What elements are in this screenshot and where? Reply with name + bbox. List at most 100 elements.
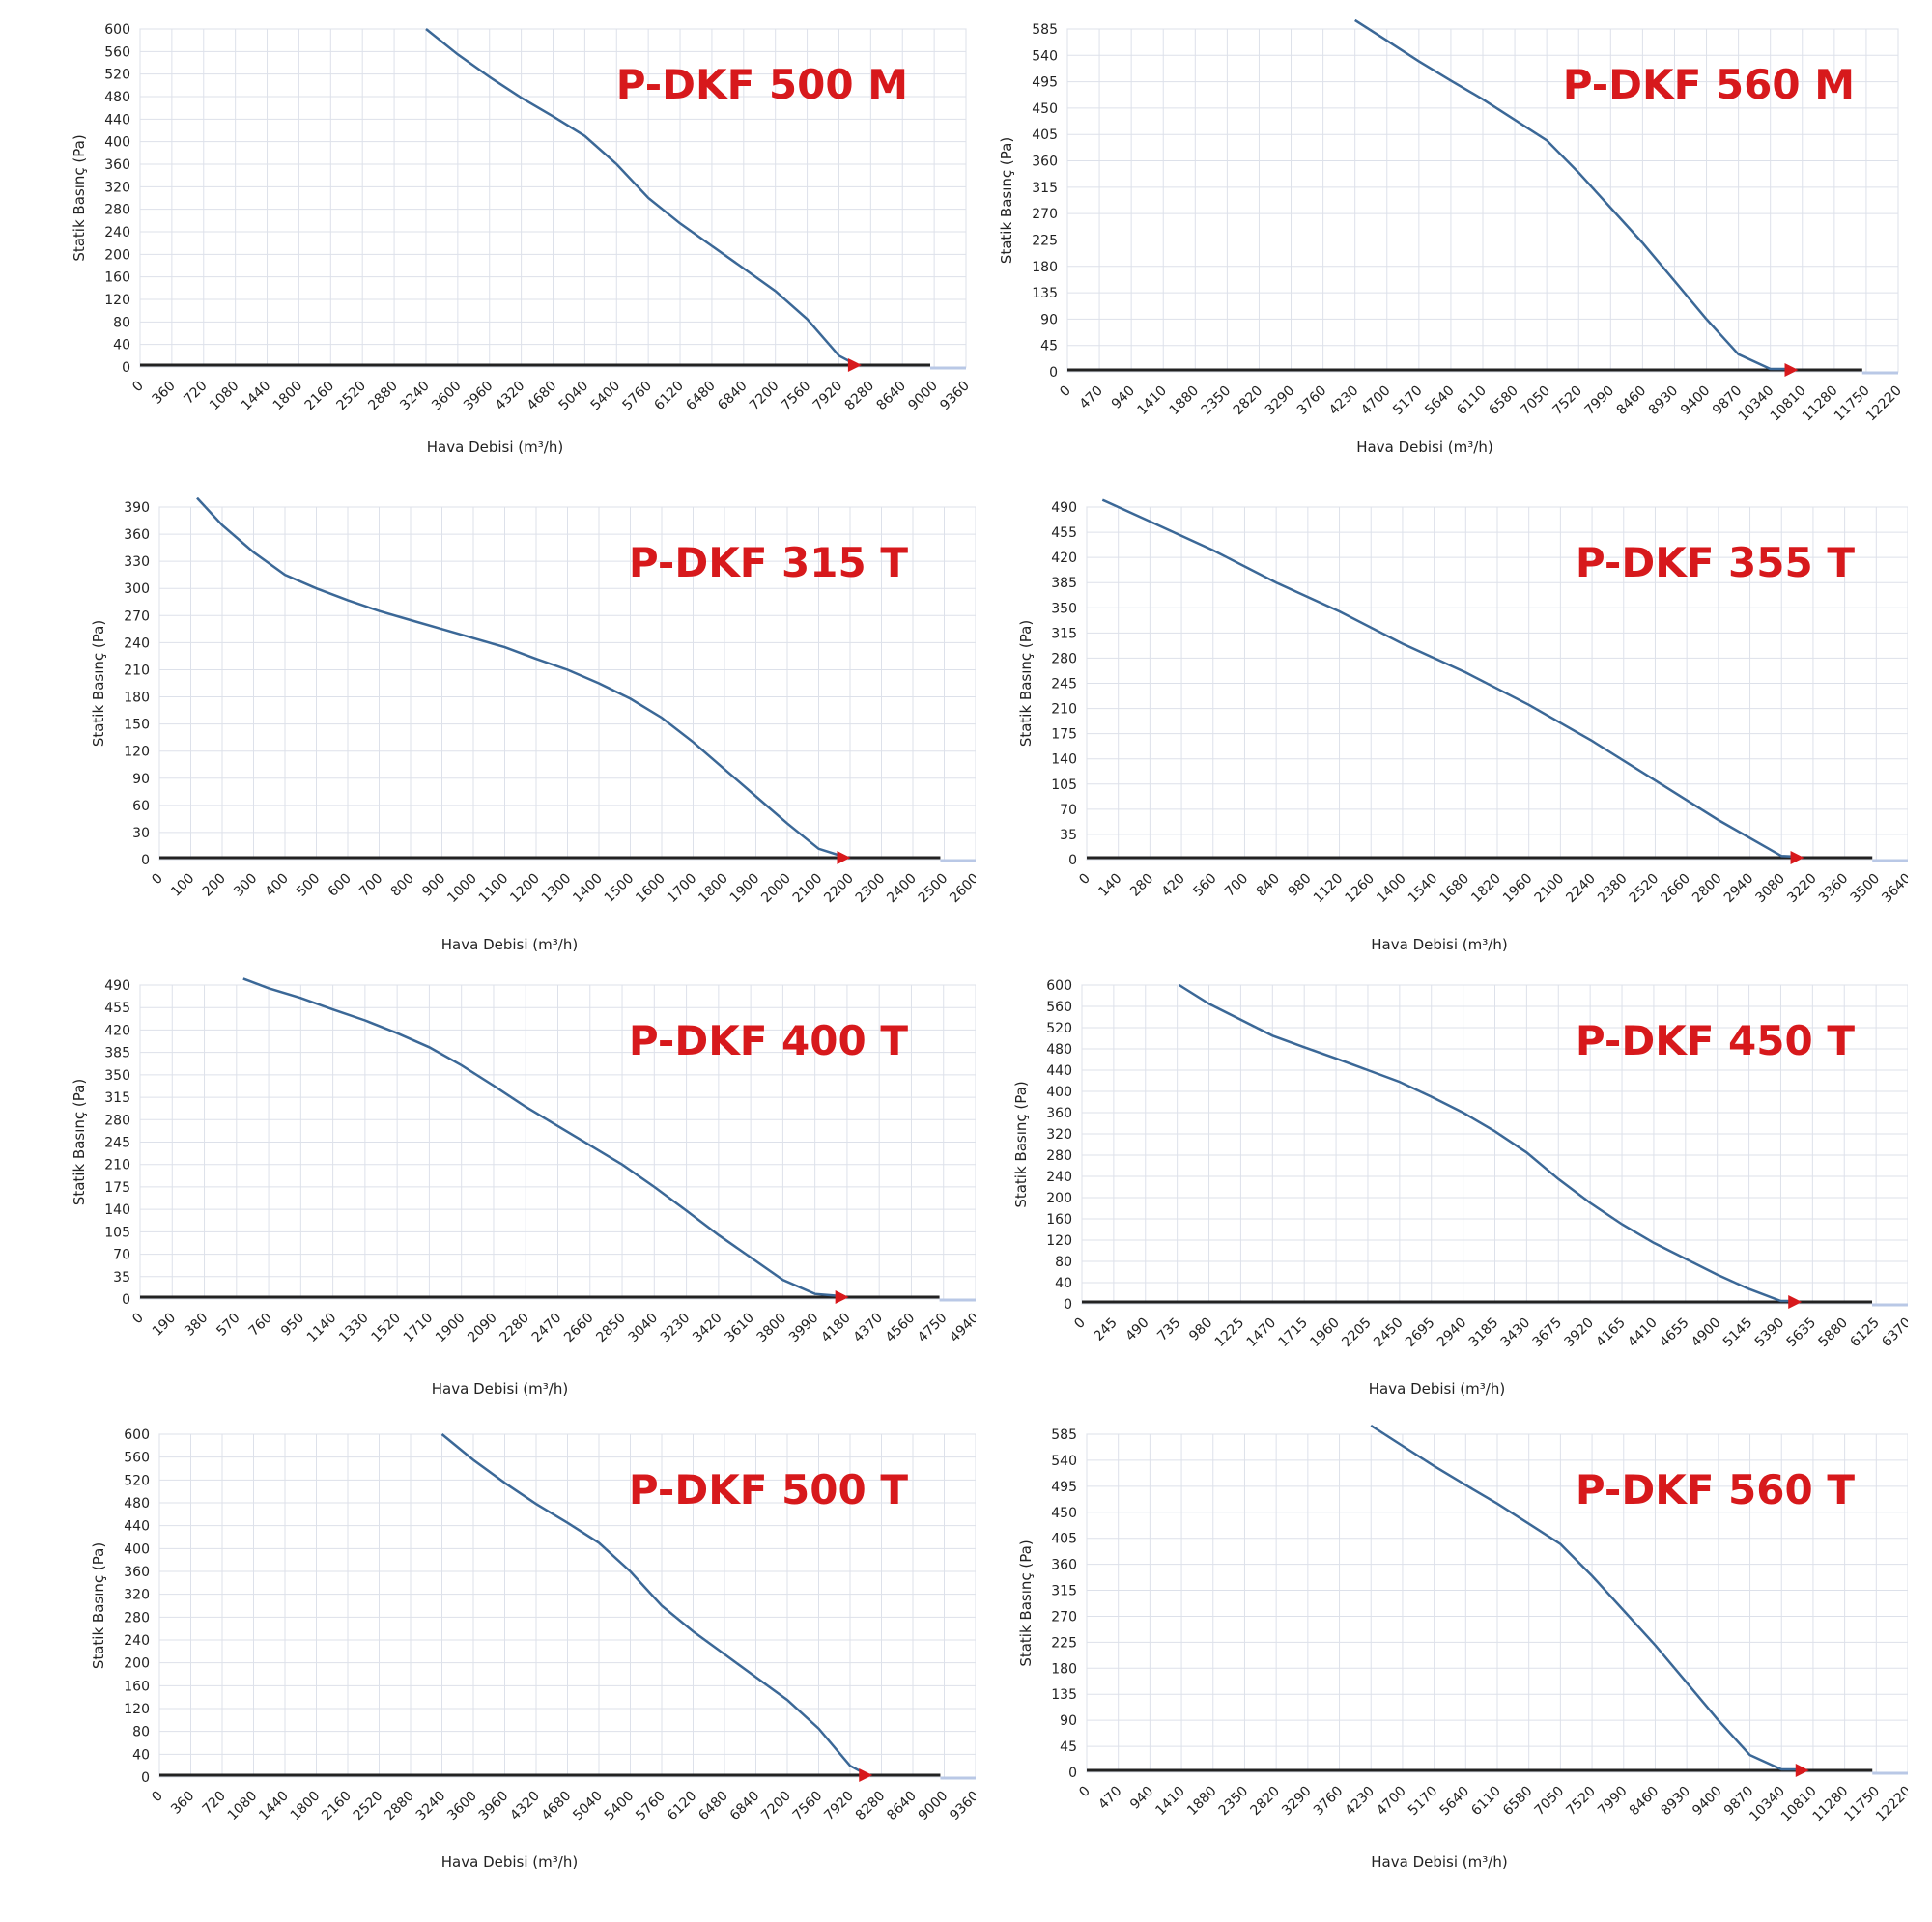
y-tick-label: 140 — [1051, 752, 1077, 768]
fan-curve-chart: 0 470 940141018802350282032903760423047005… — [1017, 1425, 1908, 1871]
x-tick-label: 4700 — [1374, 1784, 1409, 1820]
y-tick-label: 40 — [132, 1747, 150, 1763]
x-tick-label: 1715 — [1276, 1315, 1312, 1351]
y-tick-label: 160 — [1046, 1212, 1072, 1228]
y-tick-label: 480 — [124, 1496, 150, 1512]
x-tick-label: 700 — [356, 871, 385, 900]
fan-curve-chart: 0 245 490 735 980122514701715196022052450269… — [1012, 978, 1908, 1398]
y-tick-label: 540 — [1032, 48, 1058, 64]
x-tick-label: 0 — [149, 871, 166, 889]
y-tick-label: 135 — [1032, 286, 1058, 301]
y-tick-label: 0 — [122, 1292, 130, 1308]
x-tick-label: 140 — [1095, 871, 1124, 900]
x-tick-label: 8460 — [1614, 383, 1650, 419]
y-tick-label: 240 — [124, 1633, 150, 1649]
x-tick-label: 4750 — [915, 1311, 951, 1346]
y-tick-label: 180 — [124, 691, 150, 706]
y-tick-label: 35 — [1060, 828, 1077, 843]
y-tick-label: 560 — [1046, 1000, 1072, 1015]
x-tick-label: 12220 — [1873, 1784, 1908, 1825]
operating-point-marker — [847, 358, 862, 372]
operating-point-marker — [1788, 1295, 1803, 1309]
x-tick-label: 3760 — [1311, 1784, 1347, 1820]
x-tick-label: 100 — [168, 871, 197, 900]
y-tick-label: 385 — [1051, 576, 1077, 591]
y-tick-label: 440 — [124, 1519, 150, 1535]
x-tick-label: 11280 — [1800, 383, 1841, 425]
x-tick-label: 7200 — [747, 379, 782, 414]
operating-point-marker — [837, 851, 851, 864]
y-tick-label: 320 — [124, 1588, 150, 1603]
x-tick-label: 2350 — [1216, 1784, 1252, 1820]
x-tick-label: 4370 — [851, 1311, 887, 1346]
x-tick-label: 2695 — [1403, 1315, 1438, 1351]
y-axis-title: Statik Basınç (Pa) — [71, 134, 88, 261]
x-tick-label: 1700 — [665, 871, 700, 907]
x-tick-label: 5040 — [556, 379, 592, 414]
x-tick-label: 3640 — [1879, 871, 1908, 907]
y-tick-label: 160 — [104, 270, 130, 286]
fan-curve-chart: 0 190 380 570 760 950114013301520171019002090… — [71, 977, 976, 1398]
x-tick-label: 3420 — [690, 1311, 725, 1346]
x-tick-label: 280 — [1127, 871, 1156, 900]
x-tick-label: 6110 — [1468, 1784, 1504, 1820]
x-tick-label: 5145 — [1720, 1315, 1756, 1351]
x-tick-label: 5760 — [633, 1789, 668, 1824]
y-tick-label: 480 — [104, 90, 130, 105]
y-tick-label: 90 — [1060, 1713, 1077, 1729]
x-tick-label: 5640 — [1422, 383, 1458, 419]
y-tick-label: 0 — [141, 1770, 150, 1786]
y-tick-label: 60 — [132, 799, 150, 814]
y-tick-label: 280 — [124, 1610, 150, 1625]
x-tick-label: 500 — [294, 871, 323, 900]
x-tick-label: 6480 — [683, 379, 719, 414]
y-axis-title: Statik Basınç (Pa) — [1017, 620, 1035, 747]
chart-title: P-DKF 560 M — [1563, 61, 1855, 108]
x-tick-label: 4320 — [493, 379, 528, 414]
x-tick-label: 4700 — [1358, 383, 1394, 419]
y-axis-title: Statik Basınç (Pa) — [90, 1542, 107, 1669]
x-tick-label: 5170 — [1390, 383, 1426, 419]
y-tick-label: 360 — [104, 157, 130, 173]
chart-title: P-DKF 560 T — [1576, 1466, 1855, 1513]
y-tick-label: 175 — [1051, 727, 1077, 743]
x-tick-label: 1900 — [727, 871, 763, 907]
fan-curve-line — [1370, 1425, 1803, 1771]
x-tick-label: 6580 — [1500, 1784, 1536, 1820]
x-tick-label: 10340 — [1736, 383, 1777, 425]
x-tick-label: 600 — [326, 871, 355, 900]
x-tick-label: 490 — [1122, 1315, 1151, 1344]
y-tick-label: 280 — [104, 203, 130, 218]
y-tick-label: 245 — [1051, 677, 1077, 692]
x-tick-label: 1800 — [696, 871, 731, 907]
y-tick-label: 70 — [1060, 803, 1077, 818]
x-tick-label: 470 — [1077, 383, 1106, 412]
x-tick-label: 1440 — [239, 379, 274, 414]
x-tick-label: 2380 — [1595, 871, 1631, 907]
y-tick-label: 80 — [132, 1725, 150, 1740]
x-tick-label: 300 — [231, 871, 260, 900]
x-tick-label: 4165 — [1593, 1315, 1629, 1351]
y-tick-label: 490 — [104, 978, 130, 994]
y-tick-label: 0 — [1068, 1766, 1077, 1781]
x-tick-label: 380 — [182, 1311, 211, 1340]
y-tick-label: 350 — [1051, 601, 1077, 616]
x-tick-label: 2100 — [790, 871, 826, 907]
x-tick-label: 3960 — [461, 379, 497, 414]
x-tick-label: 840 — [1254, 871, 1283, 900]
x-tick-label: 2660 — [561, 1311, 597, 1346]
x-tick-label: 560 — [1190, 871, 1219, 900]
y-tick-label: 360 — [124, 1565, 150, 1580]
x-tick-label: 700 — [1222, 871, 1251, 900]
x-tick-label: 4180 — [818, 1311, 854, 1346]
x-tick-label: 2300 — [853, 871, 889, 907]
x-axis-title: Hava Debisi (m³/h) — [1356, 438, 1492, 456]
x-tick-label: 800 — [388, 871, 417, 900]
x-tick-label: 2820 — [1247, 1784, 1283, 1820]
y-tick-label: 450 — [1032, 101, 1058, 117]
chart-title: P-DKF 500 T — [629, 1466, 908, 1513]
y-tick-label: 520 — [124, 1473, 150, 1488]
y-tick-label: 315 — [104, 1090, 130, 1106]
y-tick-label: 420 — [104, 1023, 130, 1038]
x-tick-label: 1080 — [207, 379, 242, 414]
